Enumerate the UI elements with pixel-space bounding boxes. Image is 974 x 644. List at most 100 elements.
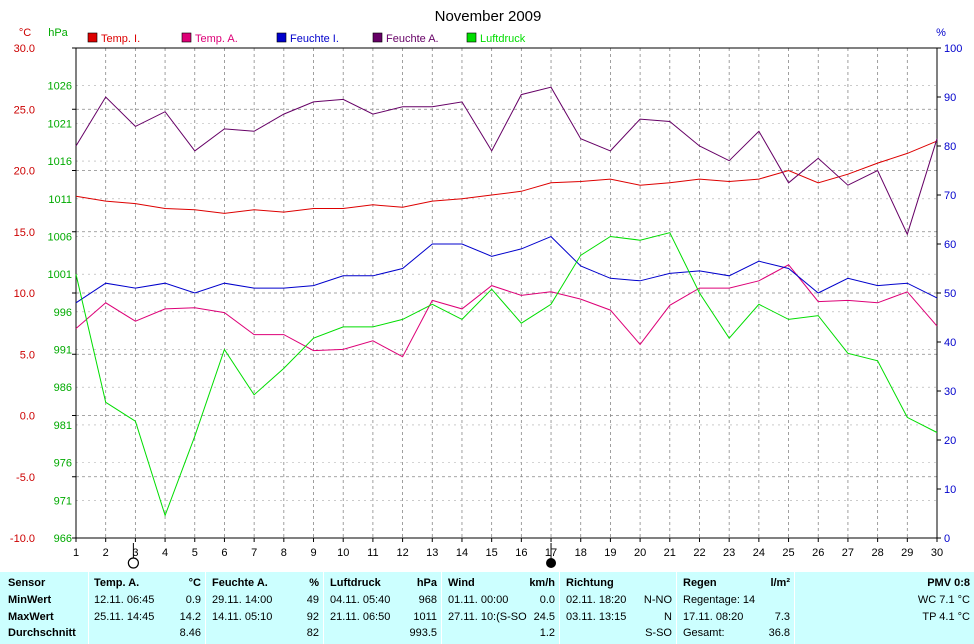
wind-min-value: 0.0 [539,594,555,606]
pressure-tick-label: 981 [54,420,72,432]
pressure-tick-label: 1026 [48,81,72,93]
x-tick-label: 12 [396,547,408,559]
temp-tick-label: 10.0 [14,288,35,300]
humidity-tick-label: 100 [944,43,962,55]
x-tick-label: 7 [251,547,257,559]
legend-swatch [372,32,383,43]
stats-temp-column: Temp. A. °C 12.11. 06:45 0.9 25.11. 14:4… [89,572,205,644]
pressure-tick-label: 1021 [48,118,72,130]
x-tick-label: 29 [901,547,913,559]
humidity-tick-label: 70 [944,190,956,202]
pressure-min-time: 04.11. 05:40 [330,594,391,606]
x-tick-label: 30 [931,547,943,559]
wind-min-time: 01.11. 00:00 [448,594,509,606]
humidity-tick-label: 60 [944,239,956,251]
x-tick-label: 22 [693,547,705,559]
pressure-tick-label: 1011 [48,194,72,206]
pmv-dewpoint: TP 4.1 °C [922,611,970,623]
direction-header: Richtung [566,577,614,589]
pmv-header: PMV 0:8 [927,577,970,589]
pressure-tick-label: 1006 [48,231,72,243]
legend-swatch [181,32,192,43]
pmv-windchill: WC 7.1 °C [917,594,970,606]
humidity-min-value: 49 [306,594,319,606]
min-label: MinWert [8,594,52,606]
legend-swatch [87,32,98,43]
x-tick-label: 16 [515,547,527,559]
x-tick-label: 21 [664,547,676,559]
direction-max-value: N [664,611,672,623]
humidity-tick-label: 10 [944,484,956,496]
wind-max-value: 24.5 [533,611,555,623]
temp-tick-label: -10.0 [10,533,35,545]
pressure-tick-label: 971 [54,495,72,507]
x-tick-label: 14 [456,547,468,559]
x-tick-label: 1 [73,547,79,559]
humidity-tick-label: 30 [944,386,956,398]
x-axis: 1 2 3 4 5 6 7 8 9 10 11 12 13 14 15 16 17 18 19 20 21 22 23 24 2… [73,538,943,559]
temp-tick-label: 20.0 [14,166,35,178]
pressure-unit: hPa [416,577,437,589]
wind-header: Wind [448,577,475,589]
x-tick-label: 28 [871,547,883,559]
pressure-tick-label: 1001 [48,269,72,281]
x-tick-label: 25 [782,547,794,559]
direction-min-value: N-NO [643,594,672,606]
legend-entry: Luftdruck [480,33,526,45]
temp-header: Temp. A. [94,577,140,589]
temp-unit: °C [188,577,201,589]
direction-max-time: 03.11. 13:15 [566,611,627,623]
humidity-max-time: 14.11. 05:10 [212,611,273,623]
rain-max-value: 7.3 [774,611,790,623]
plot-area-frame [75,47,938,539]
x-tick-label: 15 [486,547,498,559]
humidity-tick-label: 20 [944,435,956,447]
pressure-min-value: 968 [418,594,437,606]
stats-pmv-column: PMV 0:8 WC 7.1 °C TP 4.1 °C [795,572,974,644]
chart-title: November 2009 [435,8,542,25]
humidity-min-time: 29.11. 14:00 [212,594,273,606]
humidity-tick-label: 0 [944,533,950,545]
series-line-temp-a [75,264,938,358]
temp-tick-label: 5.0 [20,349,35,361]
stats-direction-column: Richtung 02.11. 18:20 N-NO 03.11. 13:15 … [560,572,676,644]
wind-unit: km/h [529,577,555,589]
min-max-markers [127,543,557,569]
pressure-tick-label: 986 [54,382,72,394]
max-label: MaxWert [8,611,54,623]
series-lines [75,86,938,517]
stats-humidity-column: Feuchte A. % 29.11. 14:00 49 14.11. 05:1… [206,572,323,644]
temp-tick-label: -5.0 [16,472,35,484]
legend-swatch [276,32,287,43]
pressure-tick-label: 1016 [48,156,72,168]
series-line-feuchte-a [75,86,938,236]
humidity-unit: % [309,577,319,589]
max-marker-icon [546,558,557,568]
rain-unit: l/m² [770,577,790,589]
temp-tick-label: 15.0 [14,227,35,239]
x-tick-label: 24 [753,547,765,559]
rain-total-label: Gesamt: [683,627,725,639]
x-tick-label: 6 [221,547,227,559]
wind-max-time: 27.11. 10:(S-SO [448,611,527,623]
humidity-tick-label: 40 [944,337,956,349]
x-tick-label: 3 [132,547,138,559]
rain-max-time: 17.11. 08:20 [683,611,744,623]
pressure-axis: 1026 1021 1016 1011 1006 1001 996 991 986 981 976 9… [48,81,72,545]
x-tick-label: 10 [337,547,349,559]
direction-min-time: 02.11. 18:20 [566,594,627,606]
x-tick-label: 2 [103,547,109,559]
x-tick-label: 20 [634,547,646,559]
chart-grid [76,48,937,538]
pressure-tick-label: 996 [54,307,72,319]
pressure-max-value: 1011 [413,611,437,623]
x-tick-label: 8 [281,547,287,559]
humidity-tick-label: 50 [944,288,956,300]
pressure-tick-label: 991 [54,345,72,357]
x-tick-label: 19 [604,547,616,559]
x-tick-label: 13 [426,547,438,559]
stats-sensor-column: Sensor MinWert MaxWert Durchschnitt [0,572,88,644]
pressure-tick-label: 966 [54,533,72,545]
humidity-tick-label: 80 [944,141,956,153]
